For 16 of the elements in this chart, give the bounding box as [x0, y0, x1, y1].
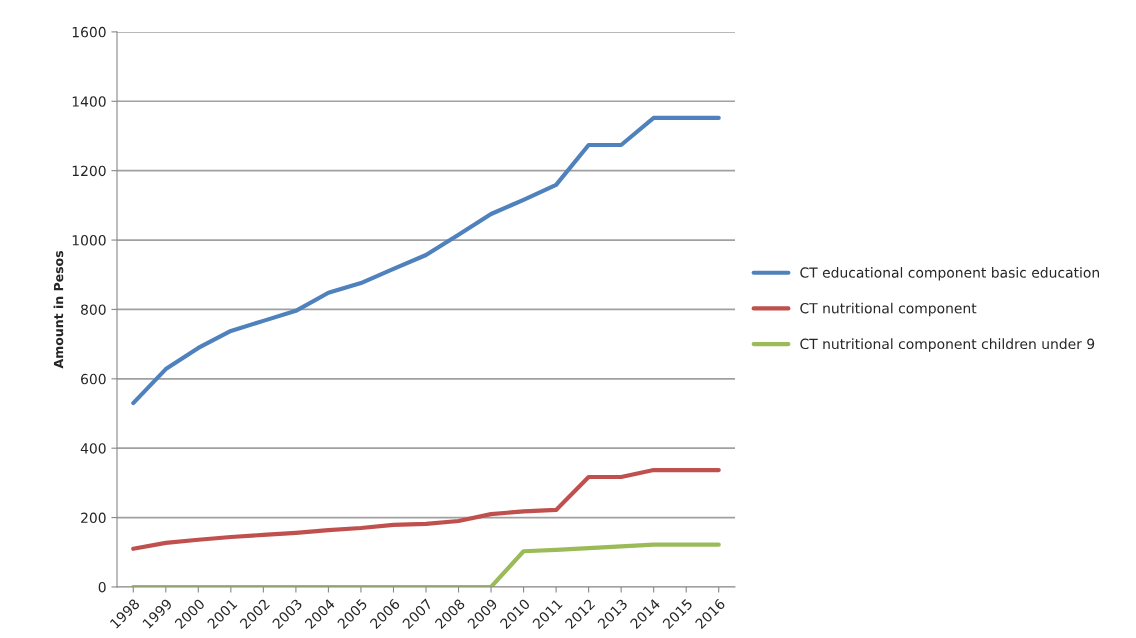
y-tick-label: 1000	[72, 235, 106, 246]
line-series	[131, 542, 721, 587]
y-tick-label: 1600	[72, 26, 106, 38]
y-tick-label: 0	[98, 581, 106, 593]
y-tick-label: 600	[81, 373, 106, 385]
line-series	[131, 467, 721, 551]
legend-label: CT nutritional component	[800, 302, 977, 317]
y-tick-label: 1200	[72, 165, 106, 177]
y-axis-title: Amount in Pesos	[53, 250, 64, 369]
y-tick-label: 1400	[72, 96, 106, 107]
y-tick-label: 400	[80, 443, 106, 454]
legend-label: CT educational component basic education	[800, 267, 1099, 281]
line-series	[131, 115, 721, 406]
y-tick-label: 800	[81, 304, 106, 315]
y-tick-label: 200	[81, 512, 106, 524]
legend-label: CT nutritional component children under 9	[800, 338, 1095, 352]
